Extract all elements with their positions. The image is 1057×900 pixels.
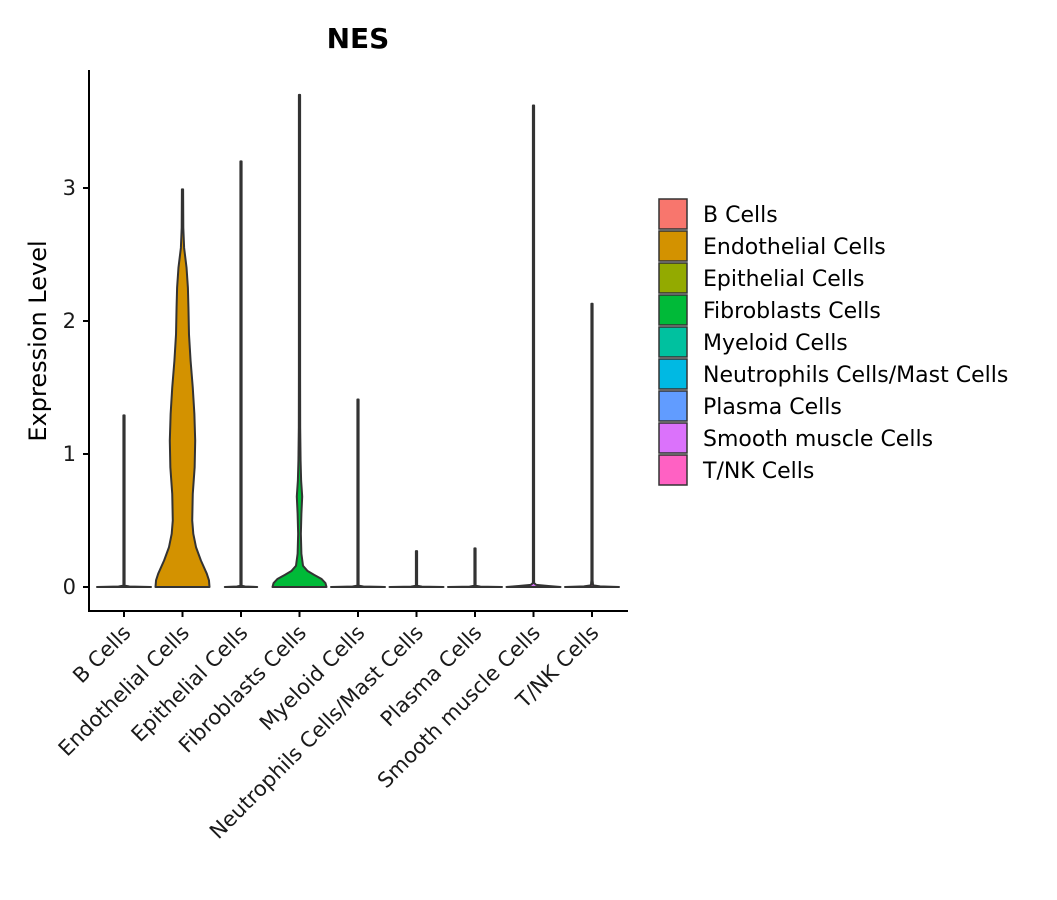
y-axis-ticks: 0 1 2 3 <box>63 176 89 599</box>
legend-label-plasma-cells: Plasma Cells <box>703 395 842 420</box>
legend: B Cells Endothelial Cells Epithelial Cells… <box>658 198 1008 486</box>
legend-key-myeloid-cells <box>658 326 688 358</box>
legend-key-smooth-muscle-cells <box>658 422 688 454</box>
y-tick-label: 0 <box>63 575 76 599</box>
legend-label-smooth-muscle-cells: Smooth muscle Cells <box>703 427 933 452</box>
violin-t-nk-cells <box>564 302 620 588</box>
y-tick-label: 3 <box>63 176 76 200</box>
violin-smooth-muscle-cells <box>505 104 562 588</box>
y-tick-label: 1 <box>63 442 76 466</box>
legend-key-fibroblasts-cells <box>658 294 688 326</box>
y-tick-label: 2 <box>63 309 76 333</box>
violin-epithelial-cells <box>223 160 259 588</box>
legend-label-neutrophils-cells-mast-cells: Neutrophils Cells/Mast Cells <box>703 363 1008 388</box>
legend-key-t-nk-cells <box>658 454 688 486</box>
violin-neutrophils-cells-mast-cells <box>388 550 445 588</box>
y-axis-label: Expression Level <box>24 240 52 441</box>
violin-fibroblasts-cells <box>271 93 328 588</box>
violin-plasma-cells <box>447 547 503 588</box>
legend-key-plasma-cells <box>658 390 688 422</box>
legend-label-t-nk-cells: T/NK Cells <box>702 459 814 484</box>
violin-endothelial-cells <box>154 188 211 588</box>
legend-key-endothelial-cells <box>658 230 688 262</box>
violins-group <box>96 93 620 588</box>
legend-label-epithelial-cells: Epithelial Cells <box>703 267 864 292</box>
x-tick-label-neutrophils-cells-mast-cells: Neutrophils Cells/Mast Cells <box>205 621 428 844</box>
chart-title: NES <box>327 22 390 55</box>
violin-b-cells <box>96 414 152 588</box>
legend-label-endothelial-cells: Endothelial Cells <box>703 235 886 260</box>
legend-key-neutrophils-cells-mast-cells <box>658 358 688 390</box>
x-tick-label-plasma-cells: Plasma Cells <box>376 621 487 732</box>
legend-label-fibroblasts-cells: Fibroblasts Cells <box>703 299 881 324</box>
legend-key-epithelial-cells <box>658 262 688 294</box>
legend-key-b-cells <box>658 198 688 230</box>
legend-label-b-cells: B Cells <box>703 203 778 228</box>
legend-label-myeloid-cells: Myeloid Cells <box>703 331 848 356</box>
violin-myeloid-cells <box>330 398 386 588</box>
